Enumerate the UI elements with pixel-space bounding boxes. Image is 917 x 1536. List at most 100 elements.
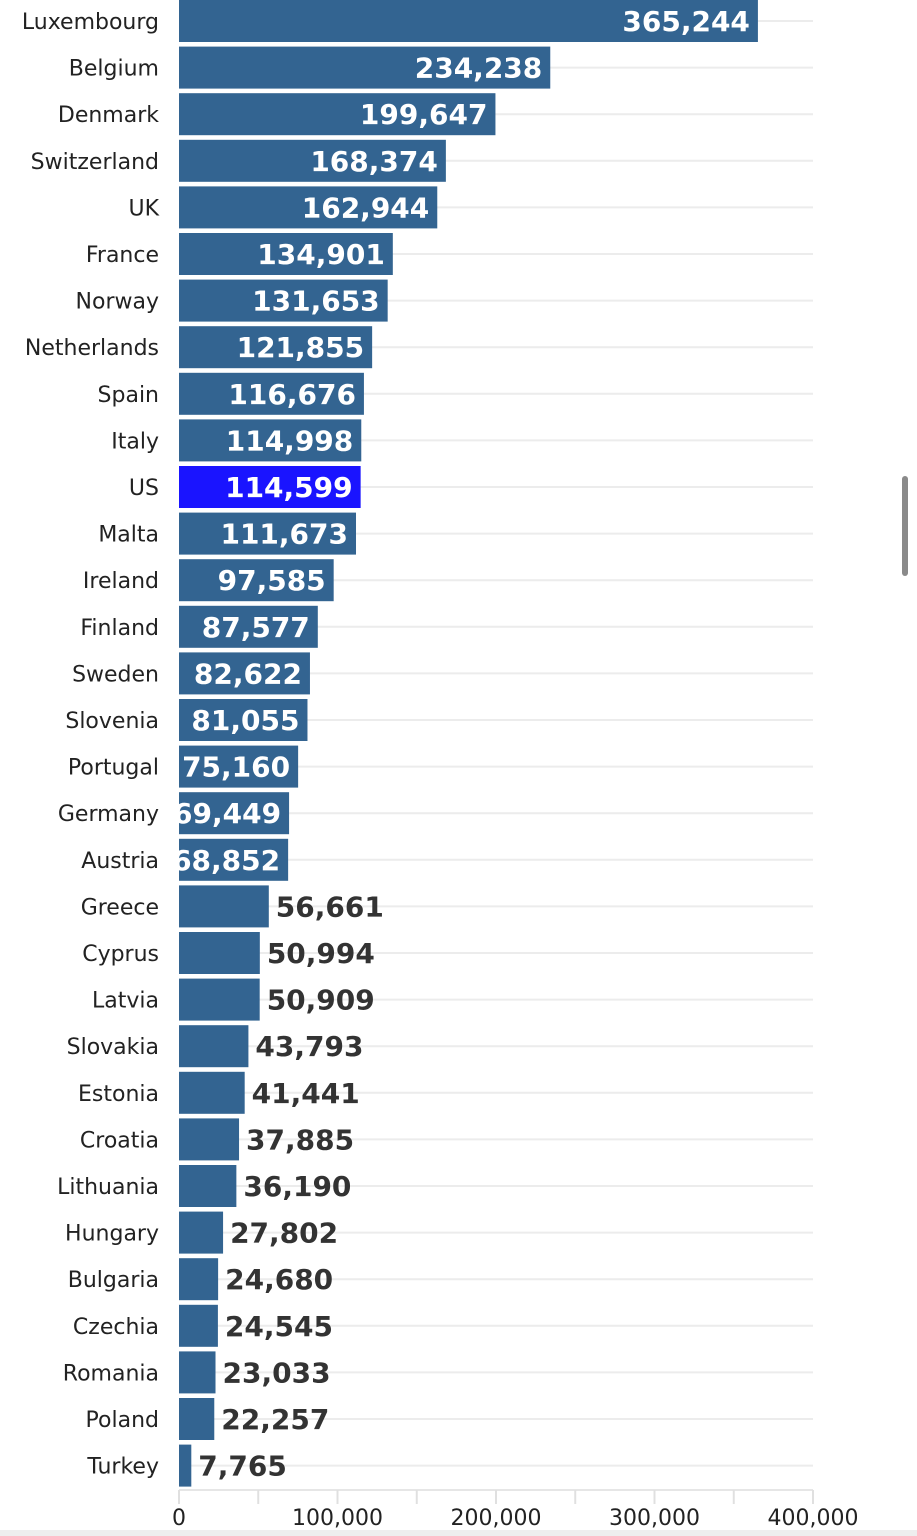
category-label: Malta [98, 523, 159, 548]
bar-spain [179, 372, 364, 415]
x-tick-label: 0 [172, 1506, 186, 1531]
value-label: 114,599 [225, 471, 353, 504]
bar-france [179, 233, 393, 275]
bar-czechia [179, 1304, 218, 1347]
value-label: 82,622 [194, 657, 302, 690]
bar-luxembourg [179, 0, 758, 42]
category-label: Denmark [58, 103, 159, 128]
bar-finland [179, 605, 318, 648]
value-label: 97,585 [218, 564, 326, 597]
bar-romania [179, 1351, 216, 1394]
category-label: UK [128, 196, 159, 221]
x-tick-label: 300,000 [609, 1506, 700, 1531]
category-label: Turkey [86, 1455, 159, 1480]
value-label: 75,160 [182, 751, 290, 784]
value-label: 56,661 [276, 890, 384, 923]
category-label: Greece [81, 895, 159, 920]
bar-italy [179, 419, 362, 462]
category-label: Romania [63, 1361, 159, 1386]
value-label: 24,680 [225, 1263, 333, 1296]
value-label: 50,994 [267, 937, 375, 970]
category-label: Cyprus [82, 942, 159, 967]
value-label: 22,257 [221, 1403, 329, 1436]
bar-austria [179, 838, 289, 881]
category-label: Belgium [69, 57, 159, 82]
category-label: Norway [76, 290, 159, 315]
value-label: 199,647 [360, 98, 488, 131]
category-label: Latvia [92, 989, 159, 1014]
category-label: Luxembourg [22, 10, 159, 35]
bar-turkey [179, 1444, 192, 1487]
value-label: 87,577 [202, 611, 310, 644]
bar-ireland [179, 559, 334, 602]
category-label: Austria [81, 849, 159, 874]
bar-slovakia [179, 1025, 249, 1068]
value-label: 27,802 [230, 1217, 338, 1250]
category-label: Portugal [68, 756, 159, 781]
bar-slovenia [179, 699, 308, 741]
value-label: 121,855 [237, 331, 365, 364]
category-label: Switzerland [31, 150, 159, 175]
category-label: Czechia [73, 1315, 159, 1340]
scrollbar[interactable] [902, 476, 908, 576]
x-tick-label: 400,000 [768, 1506, 859, 1531]
value-label: 43,793 [255, 1030, 363, 1063]
bar-germany [179, 792, 290, 835]
bar-uk [179, 186, 438, 229]
bar-malta [179, 512, 357, 555]
value-label: 234,238 [415, 52, 543, 85]
bar-poland [179, 1398, 215, 1440]
category-label: Finland [80, 616, 159, 641]
category-label: Italy [111, 429, 159, 454]
category-label: Lithuania [57, 1175, 159, 1200]
value-label: 24,545 [225, 1310, 333, 1343]
category-label: Poland [86, 1408, 159, 1433]
value-label: 81,055 [191, 704, 299, 737]
category-label: Bulgaria [68, 1268, 159, 1293]
value-label: 111,673 [220, 518, 348, 551]
value-label: 116,676 [228, 378, 356, 411]
value-label: 134,901 [257, 238, 385, 271]
x-tick-label: 200,000 [451, 1506, 542, 1531]
category-label: Hungary [65, 1222, 159, 1247]
bar-us [179, 466, 361, 508]
bar-norway [179, 279, 388, 322]
category-label: Germany [58, 802, 159, 827]
value-label: 23,033 [223, 1356, 331, 1389]
bar-hungary [179, 1211, 224, 1254]
value-label: 168,374 [310, 145, 438, 178]
value-label: 41,441 [252, 1077, 360, 1110]
bar-switzerland [179, 139, 446, 182]
category-label: Estonia [78, 1082, 159, 1107]
value-label: 162,944 [302, 191, 430, 224]
value-label: 69,449 [173, 797, 281, 830]
bar-belgium [179, 46, 551, 89]
bottom-edge [0, 1530, 917, 1536]
category-label: Ireland [83, 569, 159, 594]
bar-greece [179, 885, 269, 928]
bar-estonia [179, 1071, 245, 1114]
value-label: 7,765 [198, 1450, 287, 1483]
category-label: US [129, 476, 159, 501]
value-label: 365,244 [622, 5, 750, 38]
bar-sweden [179, 652, 310, 695]
category-label: Sweden [72, 662, 159, 687]
category-label: Croatia [80, 1128, 159, 1153]
category-label: Spain [98, 383, 159, 408]
bar-lithuania [179, 1165, 237, 1207]
value-label: 37,885 [246, 1123, 354, 1156]
bar-cyprus [179, 932, 260, 974]
value-label: 131,653 [252, 285, 380, 318]
category-label: Netherlands [25, 336, 159, 361]
bar-denmark [179, 93, 496, 136]
bar-croatia [179, 1118, 240, 1161]
x-tick-label: 100,000 [292, 1506, 383, 1531]
bar-netherlands [179, 326, 373, 369]
category-label: Slovakia [67, 1035, 159, 1060]
bar-portugal [179, 745, 299, 788]
value-label: 114,998 [226, 424, 354, 457]
value-label: 68,852 [172, 844, 280, 877]
category-label: Slovenia [65, 709, 159, 734]
category-label: France [86, 243, 159, 268]
